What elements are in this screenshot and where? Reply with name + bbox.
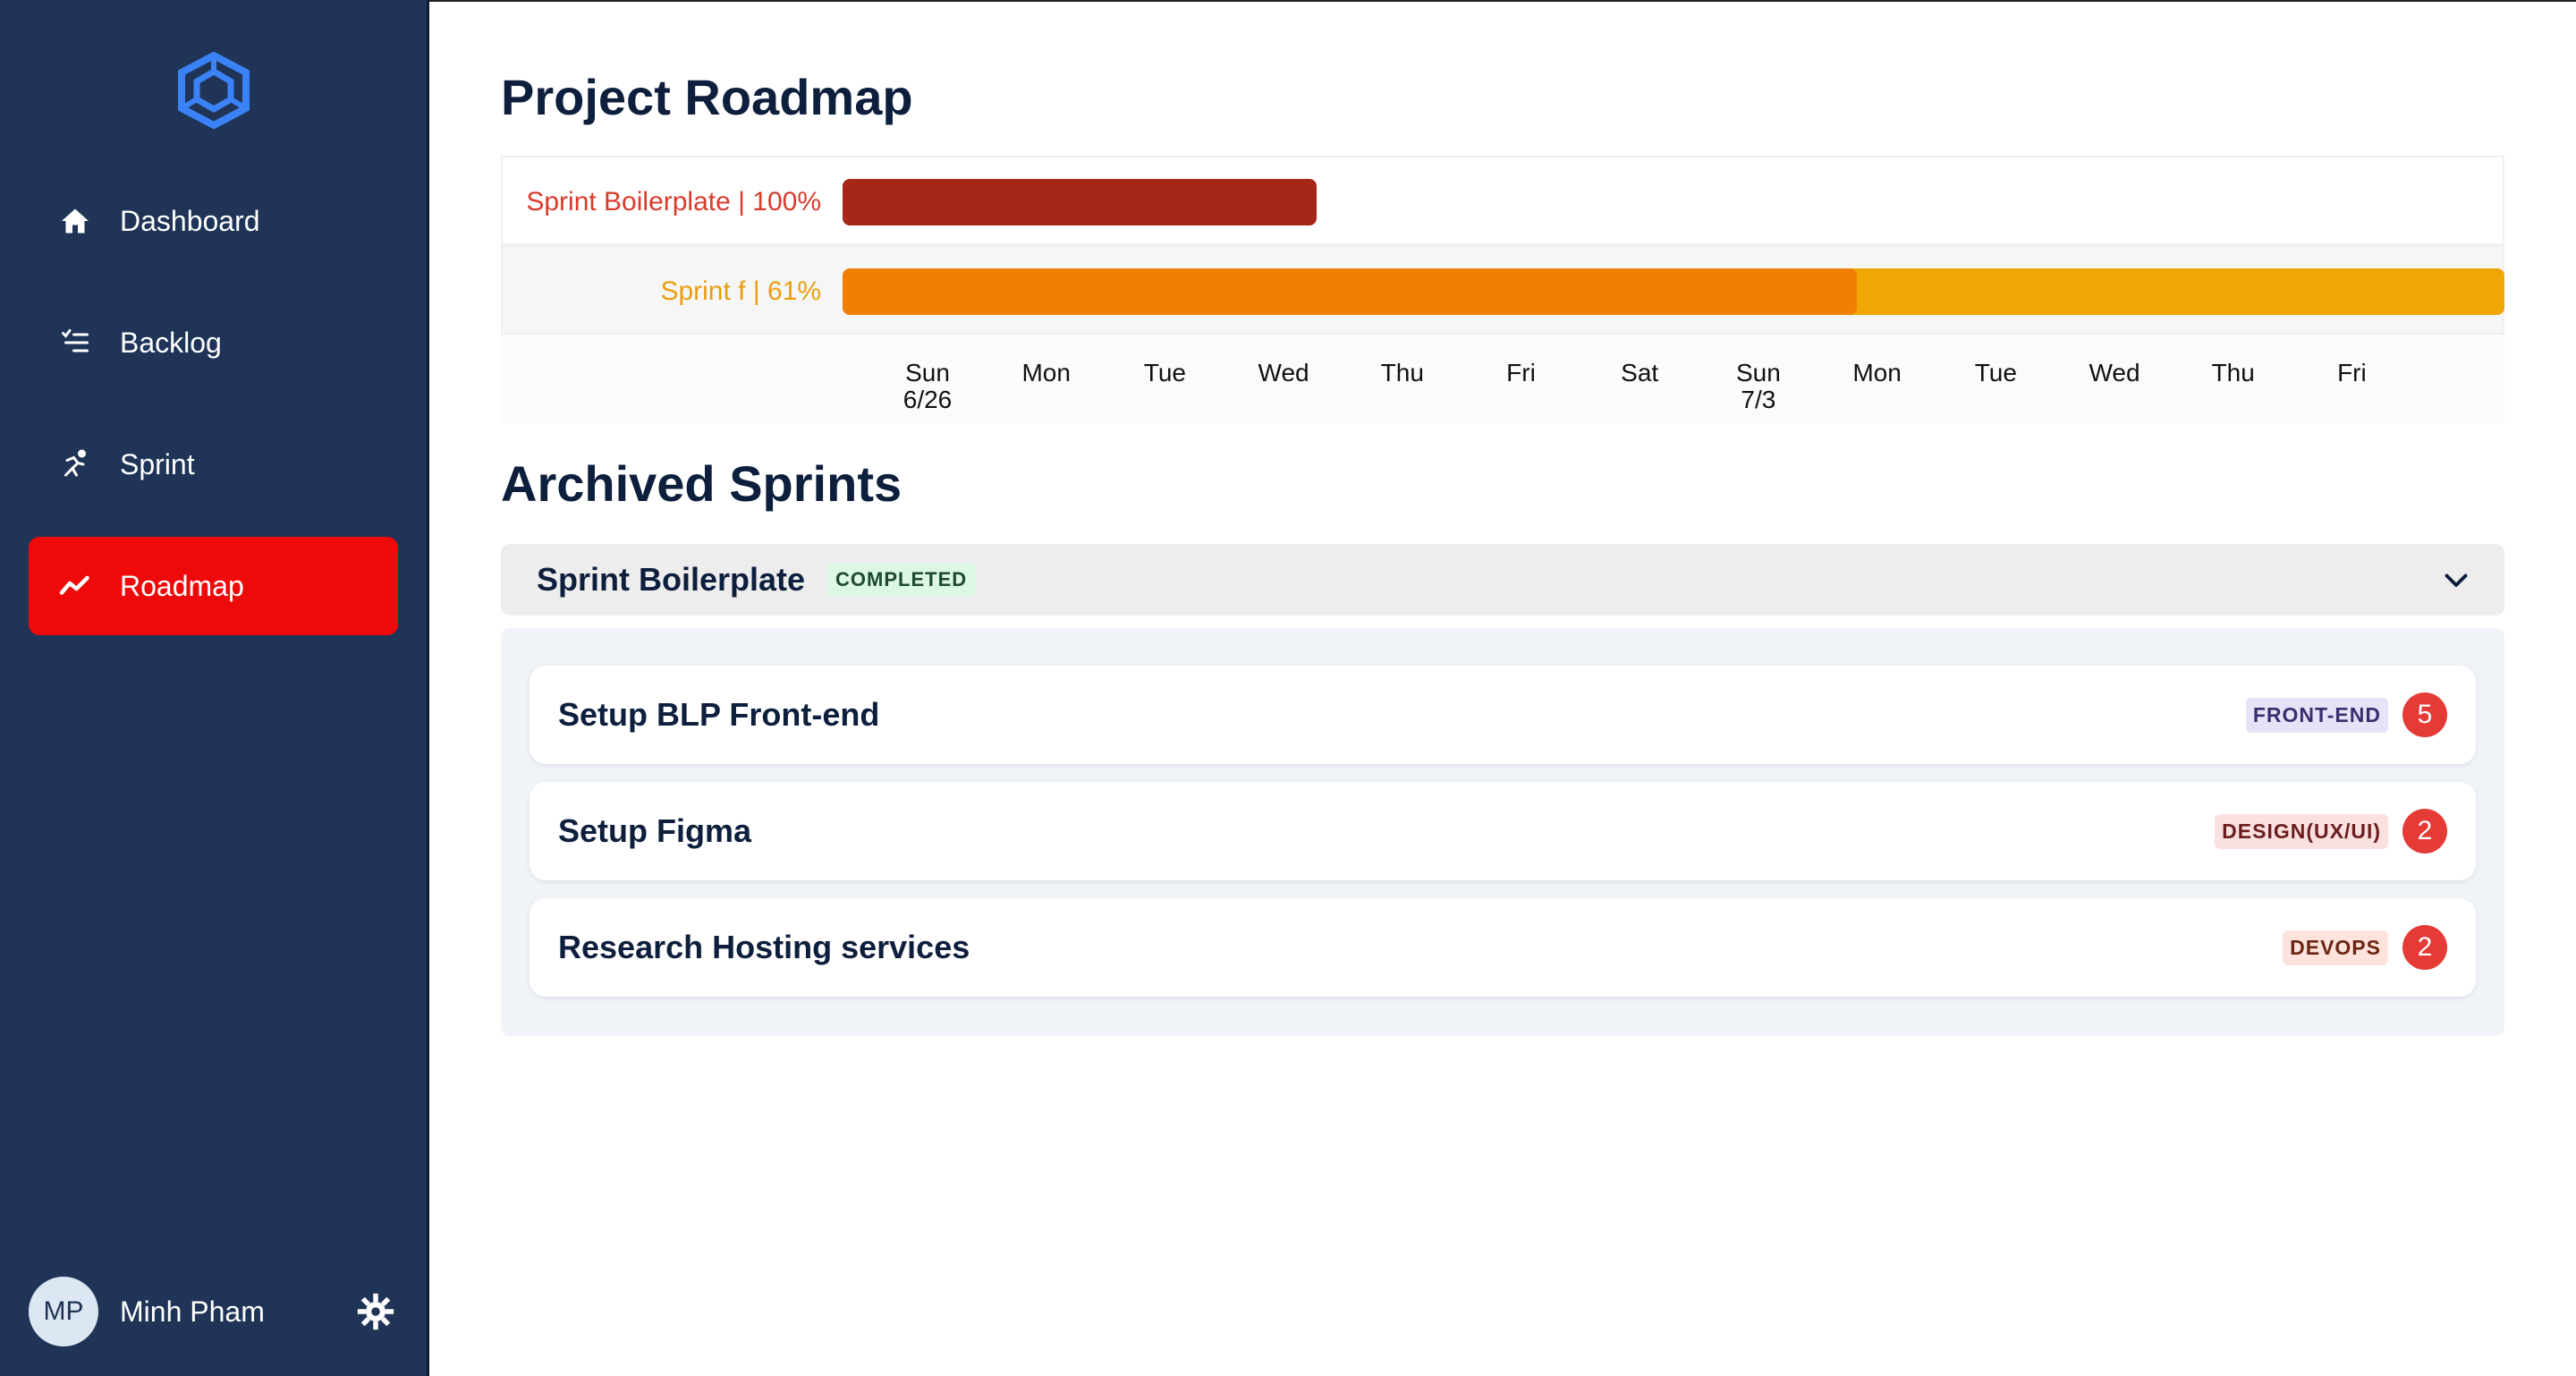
timeline-day-label: Tue	[1106, 360, 1224, 386]
avatar[interactable]: MP	[29, 1277, 98, 1346]
user-profile[interactable]: MP Minh Pham	[29, 1276, 404, 1347]
sidebar-item-label: Roadmap	[120, 569, 244, 602]
timeline-row-label: Sprint f | 61%	[660, 276, 821, 306]
day-name: Fri	[1506, 359, 1536, 386]
sidebar-item-roadmap[interactable]: Roadmap	[29, 537, 398, 635]
day-name: Thu	[2211, 359, 2255, 386]
task-tag: DESIGN(UX/UI)	[2215, 813, 2388, 849]
task-title: Research Hosting services	[558, 929, 970, 965]
timeline-day-label: Wed	[2055, 360, 2174, 386]
archived-sprint-tasks: Setup BLP Front-end FRONT-END 5 Setup Fi…	[501, 628, 2504, 1036]
sidebar-item-label: Dashboard	[120, 204, 260, 237]
status-badge: COMPLETED	[826, 563, 977, 597]
timeline-row: Sprint f | 61%	[501, 245, 2504, 335]
day-date: 6/26	[902, 386, 953, 413]
sidebar-item-sprint[interactable]: Sprint	[29, 415, 398, 514]
timeline-day-label: Wed	[1224, 360, 1343, 386]
roadmap-timeline: Sprint Boilerplate | 100% Sprint f | 61%…	[501, 156, 2504, 424]
day-name: Wed	[1258, 359, 1309, 386]
timeline-day-label: Sun 6/26	[869, 360, 987, 413]
chart-line-icon	[55, 566, 95, 606]
day-name: Fri	[2337, 359, 2367, 386]
sidebar-item-dashboard[interactable]: Dashboard	[29, 172, 398, 270]
day-name: Tue	[1974, 359, 2017, 386]
hexagon-logo-icon[interactable]	[175, 52, 252, 129]
sidebar: Dashboard Backlog Sprint	[0, 0, 429, 1376]
chevron-down-icon[interactable]	[2440, 564, 2472, 596]
task-points: 2	[2402, 809, 2447, 854]
main-content: Project Roadmap Sprint Boilerplate | 100…	[429, 0, 2576, 1376]
day-name: Mon	[1852, 359, 1902, 386]
timeline-day-label: Sun 7/3	[1699, 360, 1818, 413]
task-points: 5	[2402, 692, 2447, 737]
task-title: Setup Figma	[558, 812, 752, 849]
sidebar-item-backlog[interactable]: Backlog	[29, 293, 398, 392]
gear-icon[interactable]	[356, 1292, 395, 1331]
day-name: Sun	[905, 359, 950, 386]
archived-sprint-name: Sprint Boilerplate	[537, 561, 806, 598]
timeline-day-label: Tue	[1936, 360, 2055, 386]
day-date: 7/3	[1741, 386, 1776, 413]
sprint-bar[interactable]	[843, 179, 1317, 225]
task-card[interactable]: Research Hosting services DEVOPS 2	[530, 898, 2476, 997]
list-icon	[55, 323, 95, 362]
sidebar-item-label: Backlog	[120, 326, 222, 359]
task-card[interactable]: Setup BLP Front-end FRONT-END 5	[530, 666, 2476, 764]
task-tag: FRONT-END	[2245, 697, 2388, 733]
task-card[interactable]: Setup Figma DESIGN(UX/UI) 2	[530, 782, 2476, 880]
timeline-day-label: Thu	[1343, 360, 1462, 386]
home-icon	[55, 201, 95, 241]
timeline-day-label: Mon	[1818, 360, 1936, 386]
timeline-days: Sun 6/26 Mon Tue Wed Thu Fri Sat Sun 7/3 Mon Tue Wed…	[501, 352, 2504, 424]
user-name: Minh Pham	[120, 1295, 265, 1328]
timeline-day-label: Fri	[2292, 360, 2411, 386]
task-title: Setup BLP Front-end	[558, 696, 880, 733]
timeline-day-label: Fri	[1462, 360, 1580, 386]
day-name: Mon	[1021, 359, 1071, 386]
timeline-row: Sprint Boilerplate | 100%	[501, 156, 2504, 245]
timeline-row-label: Sprint Boilerplate | 100%	[526, 187, 821, 217]
archived-sprint-header[interactable]: Sprint Boilerplate COMPLETED	[501, 544, 2504, 616]
sprint-bar[interactable]	[843, 268, 1857, 315]
day-name: Thu	[1380, 359, 1424, 386]
day-name: Sun	[1735, 359, 1781, 386]
timeline-day-label: Mon	[987, 360, 1106, 386]
task-tag: DEVOPS	[2283, 930, 2388, 965]
sprint-icon	[55, 445, 95, 484]
day-name: Sat	[1621, 359, 1659, 386]
timeline-day-label: Thu	[2174, 360, 2292, 386]
task-points: 2	[2402, 925, 2447, 970]
timeline-day-label: Sat	[1580, 360, 1699, 386]
day-name: Wed	[2089, 359, 2140, 386]
sidebar-item-label: Sprint	[120, 447, 195, 480]
page-title: Project Roadmap	[501, 69, 913, 125]
day-name: Tue	[1143, 359, 1186, 386]
archived-title: Archived Sprints	[501, 455, 902, 512]
